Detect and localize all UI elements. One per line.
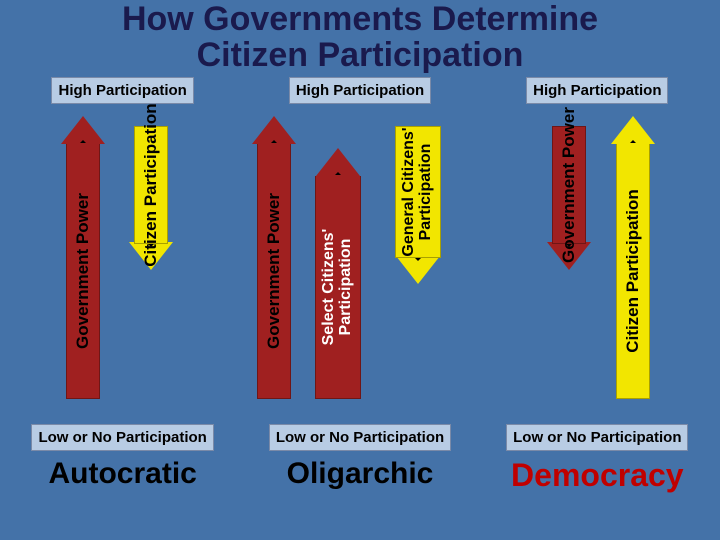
arrow-label: Government Power <box>74 193 92 349</box>
bottom-label: Low or No Participation <box>31 424 213 451</box>
top-label: High Participation <box>51 77 193 104</box>
arrow-area: Government Power Citizen Participation <box>512 116 682 416</box>
page-title: How Governments Determine Citizen Partic… <box>0 0 720 73</box>
arrow-label: General Citizens'Participation <box>401 72 435 312</box>
arrow-gov-power-1: Government Power <box>66 116 100 399</box>
arrow-body: Government Power <box>66 144 100 399</box>
arrow-gov-power-3: Government Power <box>552 116 586 244</box>
arrow-area: Government Power Select Citizens'Particip… <box>245 116 475 416</box>
arrow-body: Government Power <box>552 126 586 244</box>
arrow-cit-part-1: Citizen Participation <box>134 116 168 244</box>
arrow-body: Government Power <box>257 144 291 399</box>
arrow-label: Government Power <box>560 65 578 305</box>
arrow-label: Citizen Participation <box>624 190 642 353</box>
arrow-label: Citizen Participation <box>142 55 160 315</box>
arrow-body: Select Citizens'Participation <box>315 176 361 399</box>
arrow-body: General Citizens'Participation <box>395 126 441 258</box>
top-label: High Participation <box>526 77 668 104</box>
arrow-body: Citizen Participation <box>616 144 650 399</box>
column-autocratic: High Participation Government Power Citize… <box>4 77 241 494</box>
columns-container: High Participation Government Power Citize… <box>0 77 720 494</box>
title-line-2: Citizen Participation <box>0 38 720 74</box>
column-oligarchic: High ParticipationGovernment PowerSelect… <box>241 77 478 494</box>
gov-type-autocratic: Autocratic <box>48 457 196 491</box>
column-democracy: High Participation Government Power Citize… <box>479 77 716 494</box>
arrow-select-cit: Select Citizens'Participation <box>315 116 361 399</box>
arrow-general-cit: General Citizens'Participation <box>395 116 441 258</box>
arrow-cit-part-3: Citizen Participation <box>616 116 650 399</box>
arrow-label: Government Power <box>265 193 283 349</box>
bottom-label: Low or No Participation <box>506 424 688 451</box>
bottom-label: Low or No Participation <box>269 424 451 451</box>
arrow-label: Select Citizens'Participation <box>321 229 355 346</box>
arrow-body: Citizen Participation <box>134 126 168 244</box>
gov-type-oligarchic: Oligarchic <box>287 457 434 491</box>
title-line-1: How Governments Determine <box>0 2 720 38</box>
arrow-area: Government Power Citizen Participation <box>38 116 208 416</box>
arrow-gov-power-2: Government Power <box>257 116 291 399</box>
gov-type-democracy: Democracy <box>511 457 684 494</box>
